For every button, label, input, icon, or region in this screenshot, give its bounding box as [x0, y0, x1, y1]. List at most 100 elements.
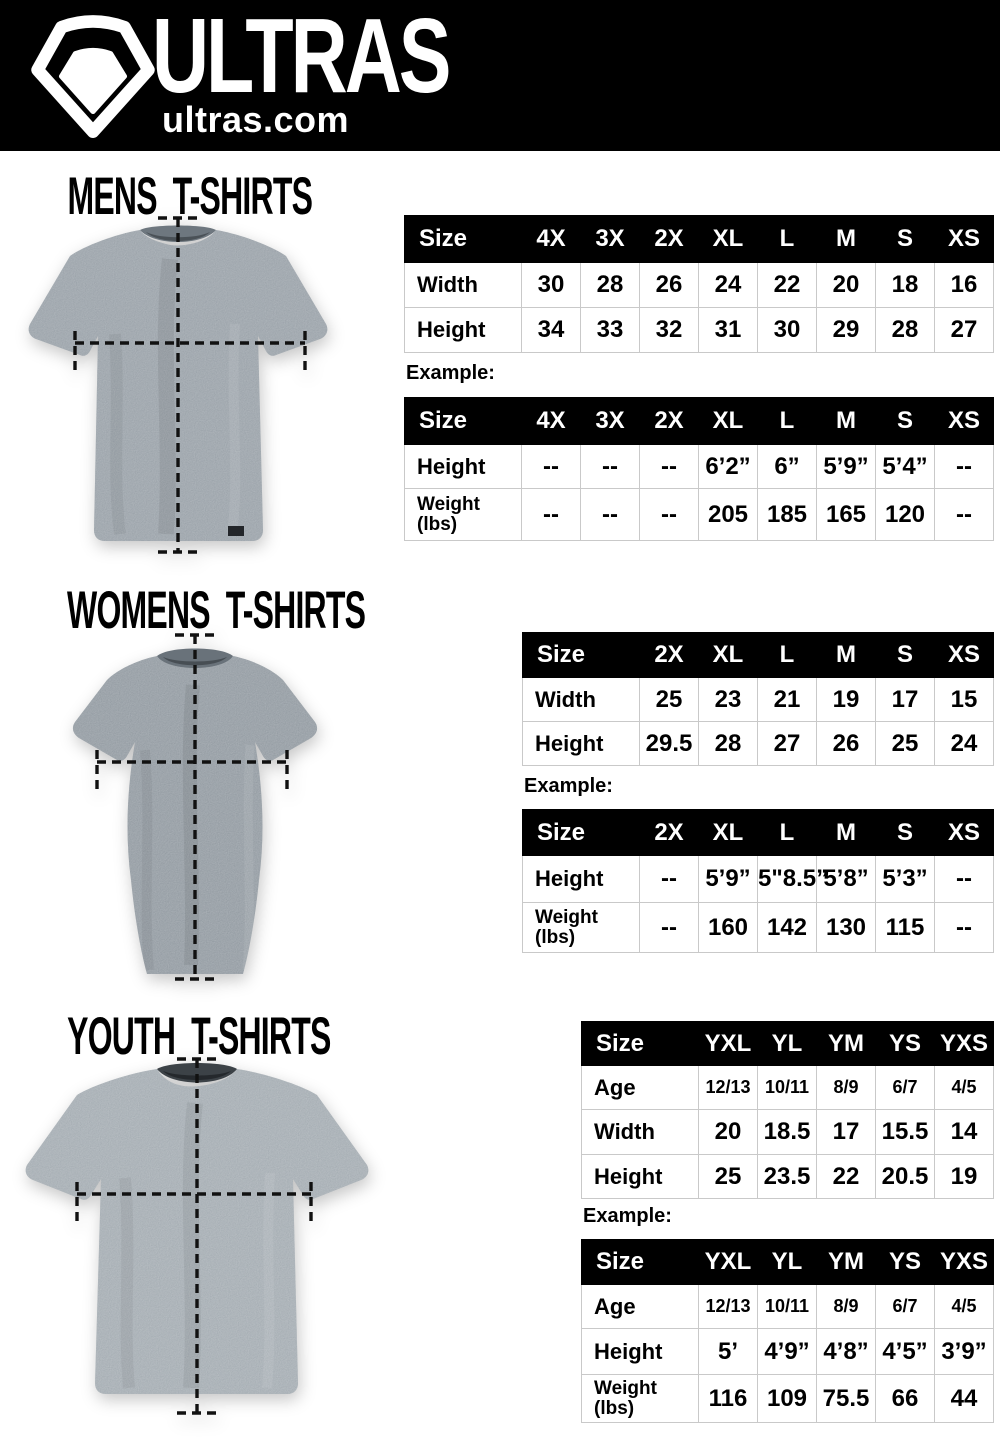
- value-cell: 20: [816, 262, 876, 308]
- value-cell: 5"8.5”: [757, 855, 828, 903]
- row-label: Age: [581, 1065, 699, 1110]
- value-cell: 8/9: [816, 1065, 876, 1110]
- value-cell: 17: [875, 677, 935, 722]
- value-cell: 19: [816, 677, 876, 722]
- value-cell: 30: [757, 307, 817, 353]
- value-cell: 23: [698, 677, 758, 722]
- example-label: Example:: [406, 362, 495, 384]
- value-cell: 25: [639, 677, 699, 722]
- value-cell: 33: [580, 307, 640, 353]
- mens-shirt-photo: [28, 216, 328, 554]
- mens-section-title: MENS T-SHIRTS: [67, 166, 313, 226]
- col-header: S: [875, 809, 935, 856]
- example-label: Example:: [583, 1205, 672, 1227]
- value-cell: --: [934, 488, 994, 541]
- value-cell: 26: [639, 262, 699, 308]
- table-row: Weight (lbs) -- 160 142 130 115 --: [522, 902, 994, 953]
- value-cell: 4/5: [934, 1065, 994, 1110]
- value-cell: 12/13: [698, 1065, 758, 1110]
- row-label: Width: [581, 1109, 699, 1155]
- value-cell: 29.5: [639, 721, 699, 766]
- table-header-row: Size YXL YL YM YS YXS: [581, 1239, 994, 1285]
- table-header-row: Size 2X XL L M S XS: [522, 809, 994, 856]
- col-header: YXS: [934, 1239, 994, 1285]
- example-label: Example:: [524, 775, 613, 797]
- value-cell: 8/9: [816, 1284, 876, 1329]
- height-measure-line: [158, 216, 198, 554]
- value-cell: --: [934, 902, 994, 953]
- value-cell: 18.5: [757, 1109, 817, 1155]
- height-measure-line: [177, 1057, 217, 1415]
- col-header: S: [875, 632, 935, 678]
- value-cell: 130: [816, 902, 876, 953]
- youth-example-table: Size YXL YL YM YS YXS Age 12/13 10/11 8/…: [581, 1239, 994, 1423]
- value-cell: --: [934, 444, 994, 489]
- table-row: Height 34 33 32 31 30 29 28 27: [404, 307, 994, 353]
- col-header: Size: [522, 632, 640, 678]
- value-cell: 205: [698, 488, 758, 541]
- table-row: Age 12/13 10/11 8/9 6/7 4/5: [581, 1065, 994, 1110]
- col-header: XL: [698, 397, 758, 445]
- value-cell: --: [580, 444, 640, 489]
- col-header: XS: [934, 809, 994, 856]
- value-cell: 20.5: [875, 1154, 935, 1199]
- table-header-row: Size 2X XL L M S XS: [522, 632, 994, 678]
- col-header: S: [875, 215, 935, 263]
- table-row: Width 30 28 26 24 22 20 18 16: [404, 262, 994, 308]
- table-row: Width 25 23 21 19 17 15: [522, 677, 994, 722]
- youth-section-title: YOUTH T-SHIRTS: [67, 1006, 331, 1066]
- height-measure-line: [175, 633, 215, 981]
- col-header: YL: [757, 1239, 817, 1285]
- col-header: YM: [816, 1021, 876, 1066]
- col-header: YS: [875, 1021, 935, 1066]
- value-cell: --: [639, 855, 699, 903]
- brand-wordmark: ULTRAS: [152, 0, 451, 116]
- value-cell: 20: [698, 1109, 758, 1155]
- col-header: Size: [581, 1021, 699, 1066]
- col-header: L: [757, 809, 817, 856]
- value-cell: 10/11: [757, 1284, 817, 1329]
- value-cell: 185: [757, 488, 817, 541]
- col-header: M: [816, 215, 876, 263]
- value-cell: --: [521, 444, 581, 489]
- value-cell: 4’9”: [757, 1328, 817, 1375]
- value-cell: 10/11: [757, 1065, 817, 1110]
- row-label: Height: [581, 1328, 699, 1375]
- value-cell: --: [639, 488, 699, 541]
- value-cell: 165: [816, 488, 876, 541]
- womens-example-table: Size 2X XL L M S XS Height -- 5’9” 5"8.5…: [522, 809, 994, 953]
- value-cell: --: [580, 488, 640, 541]
- col-header: YM: [816, 1239, 876, 1285]
- col-header: 2X: [639, 397, 699, 445]
- value-cell: 5’9”: [816, 444, 876, 489]
- value-cell: 5’: [698, 1328, 758, 1375]
- value-cell: 12/13: [698, 1284, 758, 1329]
- table-row: Height -- -- -- 6’2” 6” 5’9” 5’4” --: [404, 444, 994, 489]
- width-measure-line: [95, 750, 289, 793]
- youth-size-table: Size YXL YL YM YS YXS Age 12/13 10/11 8/…: [581, 1021, 994, 1199]
- col-header: S: [875, 397, 935, 445]
- womens-section-title: WOMENS T-SHIRTS: [67, 580, 366, 640]
- row-label: Height: [522, 721, 640, 766]
- value-cell: 16: [934, 262, 994, 308]
- value-cell: 28: [698, 721, 758, 766]
- value-cell: 15: [934, 677, 994, 722]
- value-cell: 66: [875, 1374, 935, 1423]
- womens-size-table: Size 2X XL L M S XS Width 25 23 21 19 17…: [522, 632, 994, 766]
- col-header: XL: [698, 632, 758, 678]
- row-label: Height: [522, 855, 640, 903]
- col-header: 4X: [521, 215, 581, 263]
- table-row: Weight (lbs) -- -- -- 205 185 165 120 --: [404, 488, 994, 541]
- col-header: 4X: [521, 397, 581, 445]
- row-label: Height: [404, 444, 522, 489]
- value-cell: 24: [698, 262, 758, 308]
- col-header: XL: [698, 215, 758, 263]
- value-cell: 116: [698, 1374, 758, 1423]
- value-cell: 5’3”: [875, 855, 935, 903]
- value-cell: 75.5: [816, 1374, 876, 1423]
- value-cell: 23.5: [757, 1154, 817, 1199]
- value-cell: 4/5: [934, 1284, 994, 1329]
- value-cell: 28: [580, 262, 640, 308]
- value-cell: 115: [875, 902, 935, 953]
- table-row: Weight (lbs) 116 109 75.5 66 44: [581, 1374, 994, 1423]
